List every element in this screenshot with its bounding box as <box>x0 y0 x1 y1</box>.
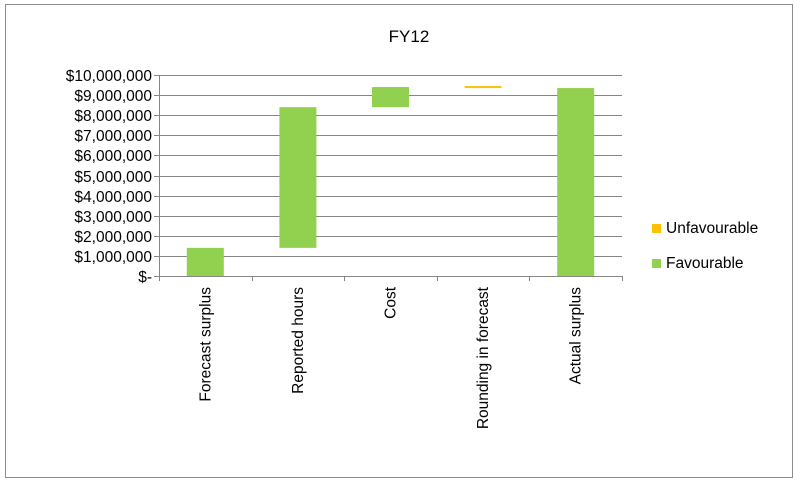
y-tick-label: $6,000,000 <box>74 148 152 165</box>
y-tick-label: $10,000,000 <box>66 68 153 85</box>
bar-favourable-4 <box>557 88 595 276</box>
chart-title: FY12 <box>389 27 430 46</box>
x-axis-tick-labels: Forecast surplus Reported hours Cost Roundi… <box>197 286 584 429</box>
axes <box>159 75 623 281</box>
chart-area <box>5 4 793 478</box>
y-tick-label: $5,000,000 <box>74 169 152 186</box>
legend-swatch-unfavourable <box>652 224 661 233</box>
bar-favourable-2 <box>372 87 409 108</box>
y-tick-label: $- <box>138 269 152 286</box>
y-tick-label: $2,000,000 <box>74 229 152 246</box>
y-tick-label: $9,000,000 <box>74 88 152 105</box>
y-tick-label: $7,000,000 <box>74 128 152 145</box>
y-tick-label: $1,000,000 <box>74 249 152 266</box>
y-tick-label: $8,000,000 <box>74 108 152 125</box>
bar-unfavourable-3 <box>464 86 502 89</box>
bar-favourable-1 <box>279 107 317 248</box>
legend: Unfavourable Favourable <box>652 220 758 272</box>
bar-favourable-0 <box>186 247 224 276</box>
x-tick-label: Rounding in forecast <box>475 286 492 429</box>
legend-label-favourable: Favourable <box>666 255 744 272</box>
x-tick-label: Cost <box>383 286 400 319</box>
y-tick-label: $3,000,000 <box>74 209 152 226</box>
bars <box>186 86 595 276</box>
y-tick-label: $4,000,000 <box>74 189 152 206</box>
legend-swatch-favourable <box>652 259 661 268</box>
legend-label-unfavourable: Unfavourable <box>666 220 758 237</box>
y-axis-tick-labels: $- $1,000,000 $2,000,000 $3,000,000 $4,000,0… <box>66 68 153 286</box>
x-tick-label: Actual surplus <box>568 287 585 385</box>
x-tick-label: Reported hours <box>290 287 307 394</box>
x-tick-label: Forecast surplus <box>197 287 214 402</box>
